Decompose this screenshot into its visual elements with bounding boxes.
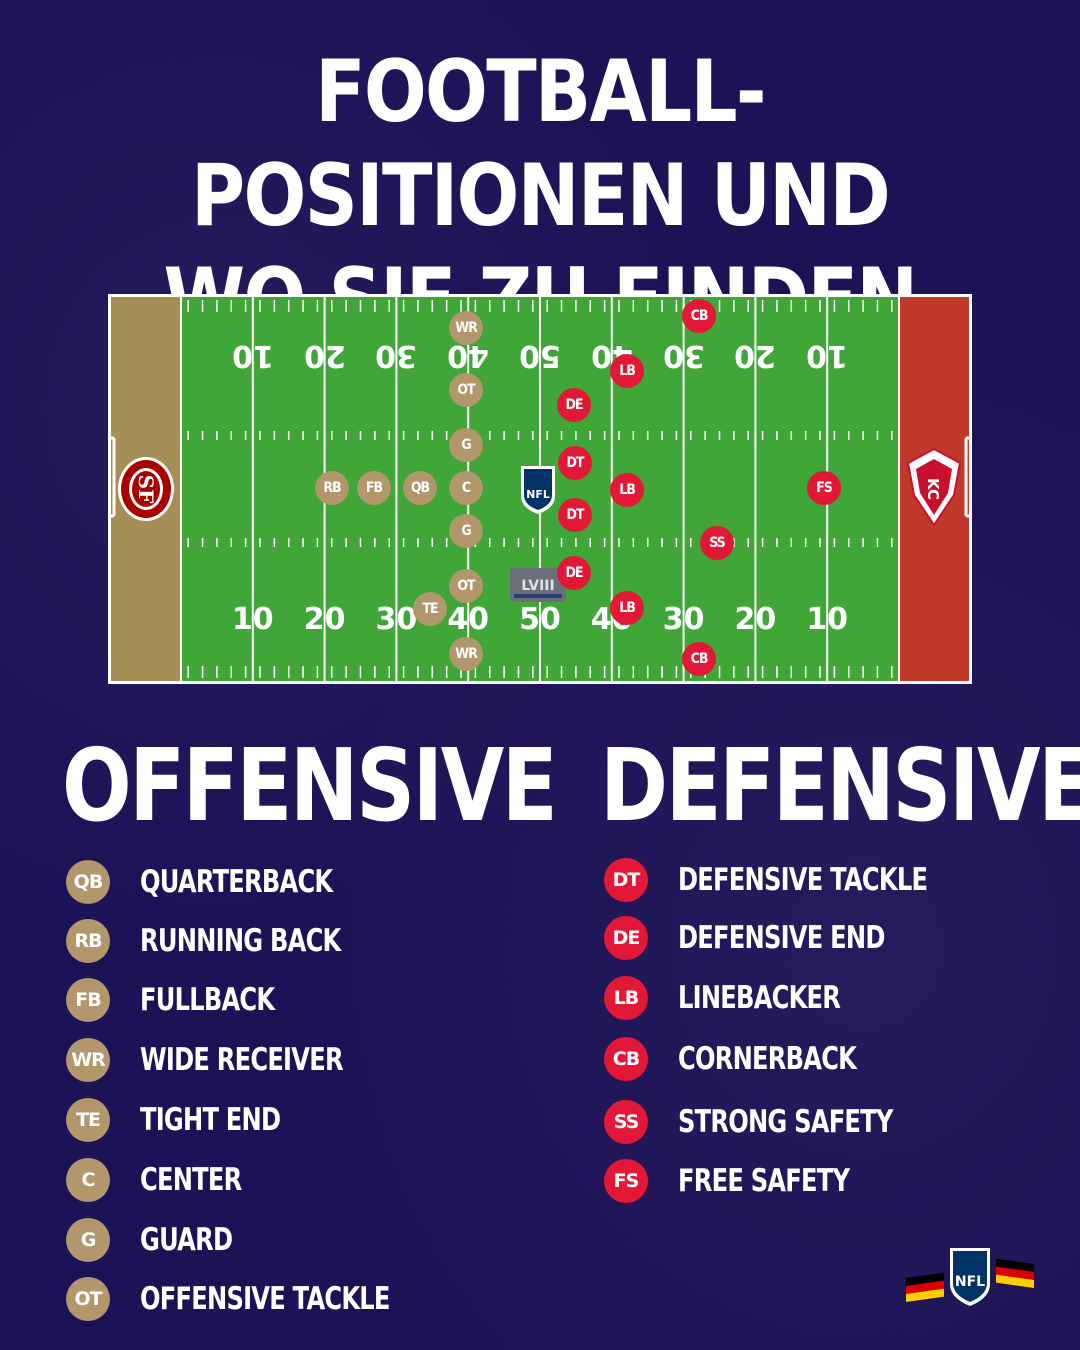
label-linebacker: LINEBACKER <box>678 980 841 1016</box>
marker-g-bottom: G <box>449 514 483 548</box>
label-free-safety: FREE SAFETY <box>678 1163 850 1199</box>
marker-lb-top: LB <box>610 354 644 388</box>
legend-item-ot: OT OFFENSIVE TACKLE <box>66 1277 460 1321</box>
badge-g: G <box>66 1218 110 1262</box>
nfl-shield-icon: NFL <box>521 466 555 514</box>
yard-number-top: 20 <box>303 338 346 373</box>
marker-wr-bottom: WR <box>449 637 483 671</box>
badge-te: TE <box>66 1098 110 1142</box>
svg-text:SF: SF <box>134 475 158 504</box>
badge-ot: OT <box>66 1277 110 1321</box>
defensive-heading: DEFENSIVE <box>600 727 1080 844</box>
marker-ss: SS <box>700 526 734 560</box>
title-line-1: FOOTBALL-POSITIONEN UND <box>190 42 891 246</box>
legend-item-rb: RB RUNNING BACK <box>66 919 397 963</box>
legend-item-c: C CENTER <box>66 1158 270 1202</box>
badge-wr: WR <box>66 1038 110 1082</box>
svg-text:LVIII: LVIII <box>521 578 554 594</box>
marker-cb-bottom: CB <box>682 642 716 676</box>
svg-text:KC: KC <box>924 478 942 500</box>
legend-item-g: G GUARD <box>66 1218 258 1262</box>
marker-ot-top: OT <box>449 373 483 407</box>
offensive-heading: OFFENSIVE <box>62 727 558 844</box>
yard-number-bottom: 50 <box>519 602 561 637</box>
hash-marks <box>187 300 893 678</box>
label-wide-receiver: WIDE RECEIVER <box>140 1042 344 1078</box>
legend-item-qb: QB QUARTERBACK <box>66 860 387 904</box>
legend-item-lb: LB LINEBACKER <box>604 976 886 1020</box>
marker-de-bottom: DE <box>557 556 591 590</box>
marker-de-top: DE <box>557 388 591 422</box>
badge-fb: FB <box>66 978 110 1022</box>
marker-ot-bottom: OT <box>449 569 483 603</box>
legend-item-fb: FB FULLBACK <box>66 978 312 1022</box>
marker-rb: RB <box>315 471 349 505</box>
legend-item-dt: DT DEFENSIVE TACKLE <box>604 858 997 902</box>
label-cornerback: CORNERBACK <box>678 1041 857 1077</box>
label-center: CENTER <box>140 1162 242 1198</box>
badge-fs: FS <box>604 1159 648 1203</box>
badge-cb: CB <box>604 1037 648 1081</box>
yard-number-bottom: 10 <box>806 602 849 637</box>
legend-item-cb: CB CORNERBACK <box>604 1037 906 1081</box>
marker-lb-bottom: LB <box>610 591 644 625</box>
legend-item-fs: FS FREE SAFETY <box>604 1159 897 1203</box>
badge-c: C <box>66 1158 110 1202</box>
marker-c: C <box>449 471 483 505</box>
badge-ss: SS <box>604 1100 648 1144</box>
marker-fs: FS <box>807 471 841 505</box>
label-quarterback: QUARTERBACK <box>140 864 333 900</box>
super-bowl-logo-icon: LVIII <box>510 568 566 602</box>
yard-number-top: 10 <box>806 338 849 373</box>
chiefs-logo-icon: KC <box>906 447 962 527</box>
legend-item-wr: WR WIDE RECEIVER <box>66 1038 400 1082</box>
marker-cb-top: CB <box>682 299 716 333</box>
yard-number-top: 10 <box>231 338 274 373</box>
marker-qb: QB <box>403 471 437 505</box>
badge-lb: LB <box>604 976 648 1020</box>
yard-number-bottom: 20 <box>734 602 777 637</box>
yard-number-bottom: 30 <box>375 602 418 637</box>
nfl-logo-text: NFL <box>955 1274 985 1290</box>
marker-g-top: G <box>449 428 483 462</box>
yard-number-top: 50 <box>519 338 561 373</box>
badge-qb: QB <box>66 860 110 904</box>
49ers-logo-icon: SF <box>118 457 174 521</box>
badge-dt: DT <box>604 858 648 902</box>
label-strong-safety: STRONG SAFETY <box>678 1104 893 1140</box>
marker-lb-middle: LB <box>610 473 644 507</box>
legend-item-de: DE DEFENSIVE END <box>604 916 943 960</box>
label-running-back: RUNNING BACK <box>140 923 341 959</box>
yard-number-bottom: 40 <box>447 602 490 637</box>
yard-number-bottom: 10 <box>231 602 274 637</box>
label-tight-end: TIGHT END <box>140 1102 281 1138</box>
marker-dt-bottom: DT <box>558 498 592 532</box>
marker-dt-top: DT <box>558 446 592 480</box>
yard-number-top: 30 <box>662 338 705 373</box>
label-guard: GUARD <box>140 1222 233 1258</box>
legend-item-ss: SS STRONG SAFETY <box>604 1100 953 1144</box>
nfl-germany-logo-icon: NFL <box>906 1248 1034 1306</box>
badge-de: DE <box>604 916 648 960</box>
label-defensive-tackle: DEFENSIVE TACKLE <box>678 862 928 898</box>
yard-number-top: 20 <box>734 338 777 373</box>
label-offensive-tackle: OFFENSIVE TACKLE <box>140 1281 390 1317</box>
marker-fb: FB <box>357 471 391 505</box>
badge-rb: RB <box>66 919 110 963</box>
marker-wr-top: WR <box>449 311 483 345</box>
marker-te: TE <box>413 592 447 626</box>
legend-item-te: TE TIGHT END <box>66 1098 320 1142</box>
label-defensive-end: DEFENSIVE END <box>678 920 885 956</box>
yard-number-top: 30 <box>375 338 418 373</box>
label-fullback: FULLBACK <box>140 982 275 1018</box>
yard-number-bottom: 30 <box>662 602 705 637</box>
football-field: SF KC NFL LVIII 10 10 20 20 30 30 40 40 50 50 40 40… <box>108 294 972 684</box>
yard-number-bottom: 20 <box>303 602 346 637</box>
svg-text:NFL: NFL <box>526 488 550 501</box>
